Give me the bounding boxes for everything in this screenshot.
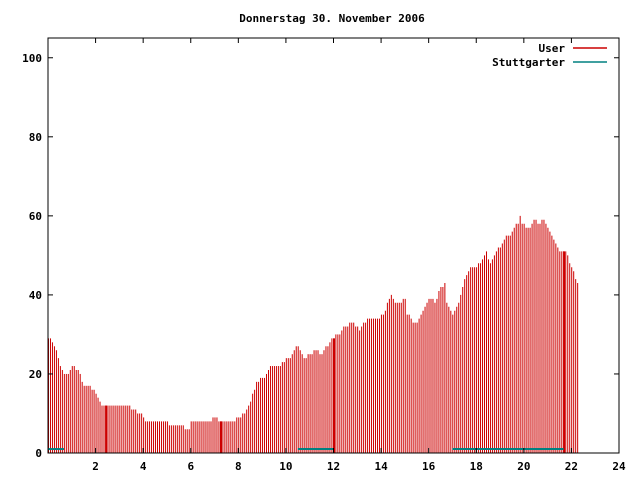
y-tick-label: 40 <box>29 289 42 302</box>
x-tick-label: 10 <box>279 460 292 473</box>
x-tick-label: 12 <box>327 460 340 473</box>
legend-label-user: User <box>539 42 566 55</box>
legend: User Stuttgarter <box>492 42 607 69</box>
chart-title: Donnerstag 30. November 2006 <box>239 12 425 25</box>
legend-label-stuttgarter: Stuttgarter <box>492 56 565 69</box>
x-tick-label: 6 <box>187 460 194 473</box>
y-tick-label: 80 <box>29 131 42 144</box>
x-tick-label: 18 <box>470 460 483 473</box>
x-tick-label: 16 <box>422 460 436 473</box>
bars-layer <box>48 215 579 453</box>
x-tick-label: 8 <box>235 460 242 473</box>
x-tick-label: 22 <box>565 460 578 473</box>
x-tick-label: 4 <box>140 460 147 473</box>
x-tick-label: 14 <box>374 460 388 473</box>
x-tick-label: 24 <box>612 460 626 473</box>
x-tick-label: 20 <box>517 460 530 473</box>
y-tick-label: 100 <box>22 52 42 65</box>
y-tick-label: 0 <box>35 447 42 460</box>
x-tick-label: 2 <box>92 460 99 473</box>
y-tick-label: 60 <box>29 210 42 223</box>
y-tick-label: 20 <box>29 368 42 381</box>
